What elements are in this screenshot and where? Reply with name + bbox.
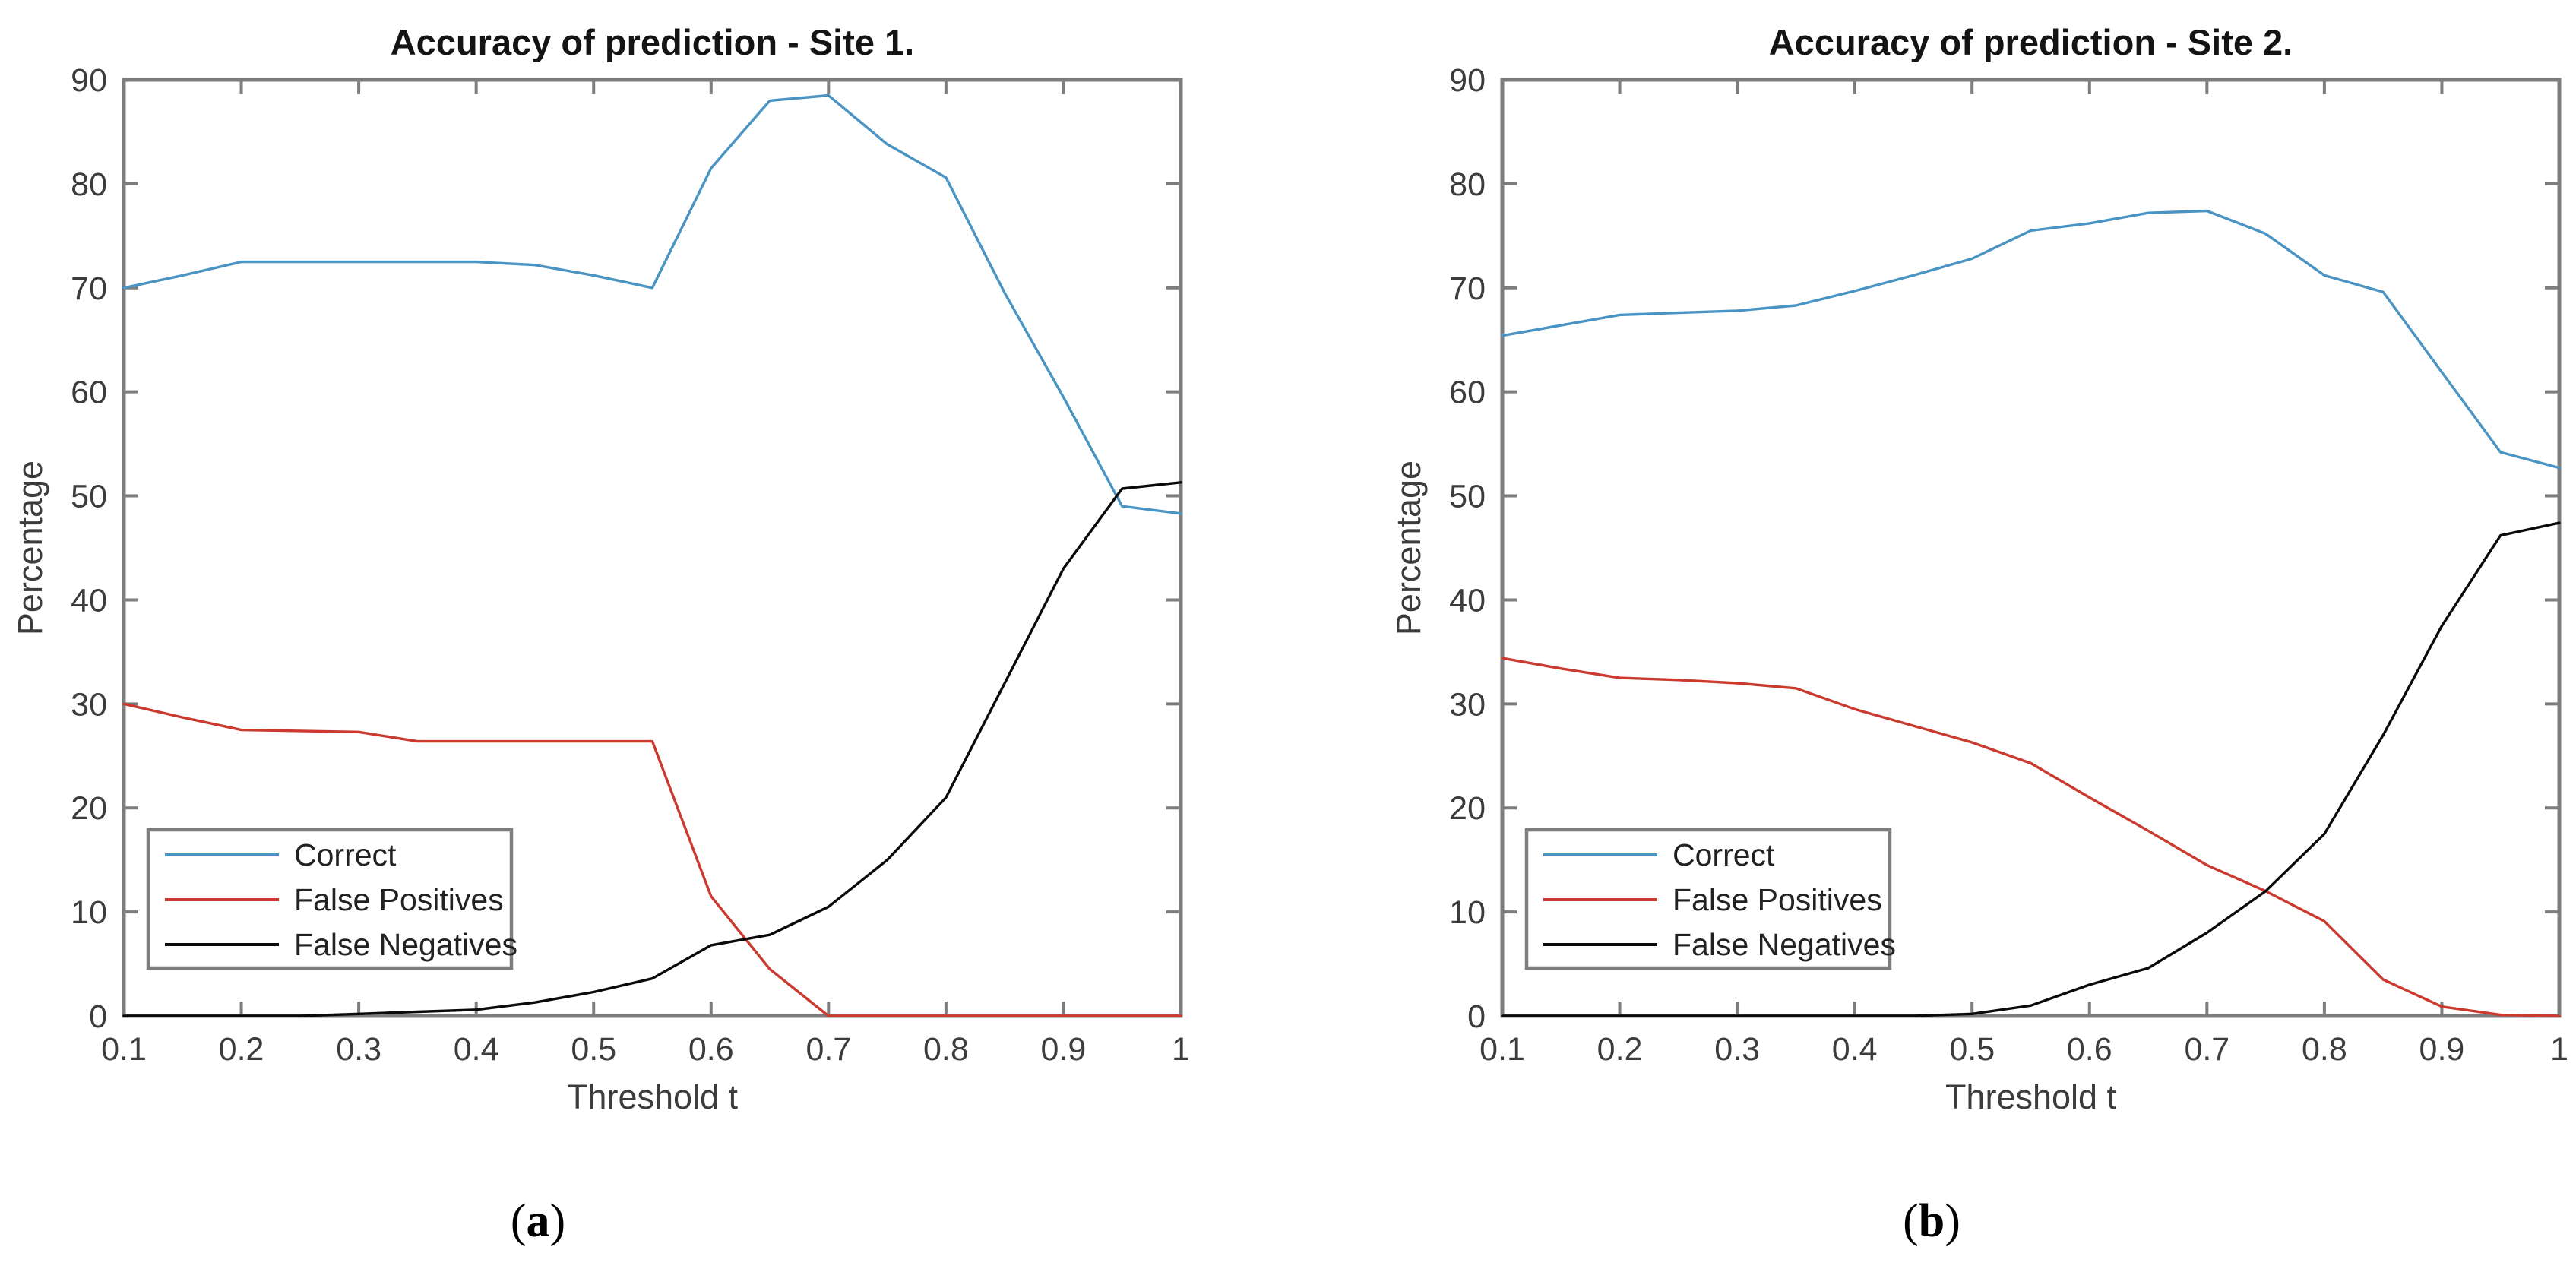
y-tick-label: 90: [1449, 62, 1486, 99]
caption-a: (a): [510, 1195, 566, 1247]
x-tick-label: 0.7: [805, 1031, 851, 1068]
y-tick-label: 70: [1449, 271, 1486, 307]
x-tick-label: 0.1: [1479, 1031, 1525, 1068]
legend-label: Correct: [1673, 837, 1775, 872]
y-tick-label: 0: [89, 998, 107, 1035]
chart-title: Accuracy of prediction - Site 2.: [1769, 22, 2293, 62]
y-tick-label: 50: [71, 479, 107, 515]
legend-label: False Negatives: [294, 927, 517, 962]
x-tick-label: 1: [1172, 1031, 1190, 1068]
legend-label: False Positives: [294, 882, 504, 917]
x-tick-label: 0.4: [454, 1031, 499, 1068]
y-tick-label: 10: [71, 894, 107, 931]
x-tick-label: 0.3: [336, 1031, 381, 1068]
y-tick-label: 60: [71, 375, 107, 411]
x-tick-label: 0.9: [1041, 1031, 1087, 1068]
legend-label: False Negatives: [1673, 927, 1896, 962]
x-tick-label: 0.8: [923, 1031, 969, 1068]
series-line-correct: [1501, 209, 2561, 470]
axes-border: [1500, 78, 2562, 1018]
x-tick-label: 0.6: [2067, 1031, 2112, 1068]
y-tick-label: 70: [71, 271, 107, 307]
x-tick-label: 0.3: [1714, 1031, 1760, 1068]
series-line-false-negatives: [122, 481, 1182, 1017]
x-tick-label: 0.9: [2419, 1031, 2465, 1068]
y-tick-label: 90: [71, 62, 107, 99]
y-tick-label: 40: [1449, 582, 1486, 619]
chart-title: Accuracy of prediction - Site 1.: [391, 22, 915, 62]
x-tick-label: 0.5: [1949, 1031, 1995, 1068]
x-tick-label: 0.5: [571, 1031, 616, 1068]
y-tick-label: 0: [1467, 998, 1486, 1035]
y-tick-label: 50: [1449, 479, 1486, 515]
caption-b: (b): [1903, 1195, 1960, 1247]
y-tick-label: 80: [1449, 166, 1486, 203]
y-tick-label: 20: [1449, 790, 1486, 827]
x-tick-label: 0.6: [688, 1031, 734, 1068]
x-tick-label: 0.2: [219, 1031, 264, 1068]
series-line-correct: [122, 93, 1182, 515]
y-axis-label: Percentage: [1389, 460, 1428, 635]
series-line-false-positives: [122, 702, 1182, 1017]
x-axis-label: Threshold t: [567, 1078, 739, 1116]
x-tick-label: 0.1: [101, 1031, 147, 1068]
x-tick-label: 1: [2550, 1031, 2568, 1068]
x-axis-label: Threshold t: [1945, 1078, 2117, 1116]
series-line-false-negatives: [1501, 521, 2561, 1017]
y-tick-label: 20: [71, 790, 107, 827]
legend-label: Correct: [294, 837, 397, 872]
axes-border: [122, 78, 1183, 1018]
y-tick-label: 60: [1449, 375, 1486, 411]
y-tick-label: 30: [71, 686, 107, 723]
y-tick-label: 80: [71, 166, 107, 203]
x-tick-label: 0.7: [2184, 1031, 2229, 1068]
y-tick-label: 30: [1449, 686, 1486, 723]
x-tick-label: 0.2: [1597, 1031, 1643, 1068]
x-tick-label: 0.4: [1832, 1031, 1878, 1068]
x-tick-label: 0.8: [2302, 1031, 2347, 1068]
y-axis-label: Percentage: [11, 460, 49, 635]
y-tick-label: 10: [1449, 894, 1486, 931]
y-tick-label: 40: [71, 582, 107, 619]
series-line-false-positives: [1501, 657, 2561, 1017]
legend-label: False Positives: [1673, 882, 1882, 917]
